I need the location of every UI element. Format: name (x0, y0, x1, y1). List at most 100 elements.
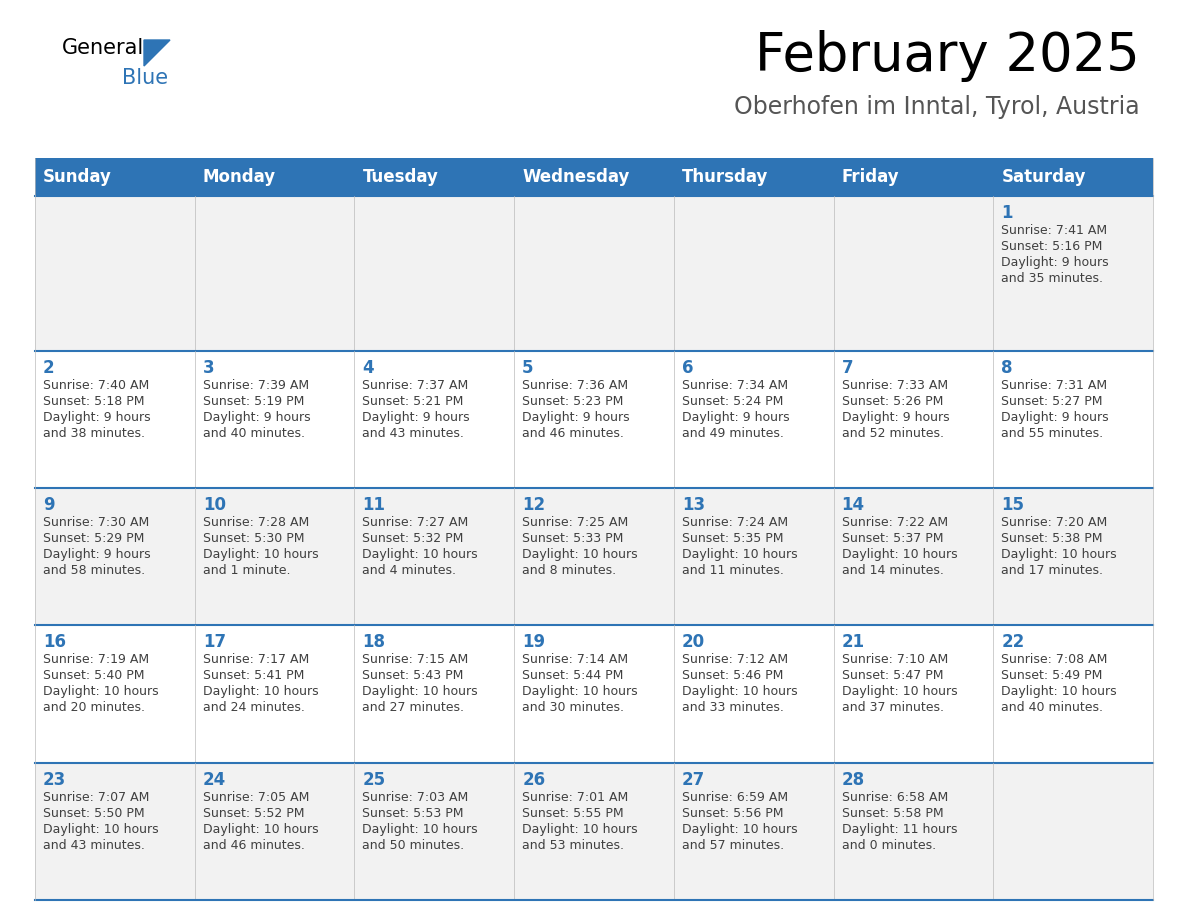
Text: Daylight: 10 hours: Daylight: 10 hours (682, 548, 797, 561)
Text: 10: 10 (203, 496, 226, 514)
Text: Sunset: 5:41 PM: Sunset: 5:41 PM (203, 669, 304, 682)
Bar (34, 488, 1154, 625)
Text: Daylight: 9 hours: Daylight: 9 hours (43, 411, 151, 424)
Text: Tuesday: Tuesday (362, 168, 438, 186)
Text: Sunrise: 7:17 AM: Sunrise: 7:17 AM (203, 654, 309, 666)
Text: 7: 7 (841, 359, 853, 377)
Text: Daylight: 10 hours: Daylight: 10 hours (682, 823, 797, 835)
Text: 19: 19 (523, 633, 545, 652)
Text: Sunset: 5:37 PM: Sunset: 5:37 PM (841, 532, 943, 545)
Text: Daylight: 10 hours: Daylight: 10 hours (841, 686, 958, 699)
Text: and 27 minutes.: and 27 minutes. (362, 701, 465, 714)
Text: Daylight: 10 hours: Daylight: 10 hours (523, 548, 638, 561)
Text: Sunset: 5:19 PM: Sunset: 5:19 PM (203, 395, 304, 408)
Text: Daylight: 9 hours: Daylight: 9 hours (203, 411, 310, 424)
Text: Sunset: 5:18 PM: Sunset: 5:18 PM (43, 395, 145, 408)
Text: Sunrise: 6:59 AM: Sunrise: 6:59 AM (682, 790, 788, 804)
Text: Monday: Monday (203, 168, 276, 186)
Text: 2: 2 (43, 359, 55, 377)
Text: Sunrise: 7:12 AM: Sunrise: 7:12 AM (682, 654, 788, 666)
Bar (993, 158, 1154, 196)
Text: 11: 11 (362, 496, 385, 514)
Text: Sunrise: 7:28 AM: Sunrise: 7:28 AM (203, 516, 309, 529)
Text: Sunrise: 7:10 AM: Sunrise: 7:10 AM (841, 654, 948, 666)
Text: Sunset: 5:23 PM: Sunset: 5:23 PM (523, 395, 624, 408)
Text: Sunrise: 7:37 AM: Sunrise: 7:37 AM (362, 379, 469, 392)
Text: Sunrise: 7:40 AM: Sunrise: 7:40 AM (43, 379, 150, 392)
Text: Sunrise: 7:14 AM: Sunrise: 7:14 AM (523, 654, 628, 666)
Text: Sunrise: 7:33 AM: Sunrise: 7:33 AM (841, 379, 948, 392)
Text: and 40 minutes.: and 40 minutes. (203, 427, 304, 440)
Text: and 1 minute.: and 1 minute. (203, 565, 290, 577)
Text: 17: 17 (203, 633, 226, 652)
Text: Daylight: 10 hours: Daylight: 10 hours (362, 823, 478, 835)
Bar (34, 158, 195, 196)
Text: Sunset: 5:33 PM: Sunset: 5:33 PM (523, 532, 624, 545)
Text: and 30 minutes.: and 30 minutes. (523, 701, 624, 714)
Text: 18: 18 (362, 633, 385, 652)
Text: Sunrise: 7:30 AM: Sunrise: 7:30 AM (43, 516, 150, 529)
Text: Sunset: 5:52 PM: Sunset: 5:52 PM (203, 807, 304, 820)
Bar (674, 158, 834, 196)
Text: Sunset: 5:58 PM: Sunset: 5:58 PM (841, 807, 943, 820)
Text: Daylight: 10 hours: Daylight: 10 hours (682, 686, 797, 699)
Text: Daylight: 10 hours: Daylight: 10 hours (203, 823, 318, 835)
Text: Daylight: 9 hours: Daylight: 9 hours (1001, 411, 1108, 424)
Text: Friday: Friday (841, 168, 899, 186)
Text: Sunday: Sunday (43, 168, 112, 186)
Text: and 4 minutes.: and 4 minutes. (362, 565, 456, 577)
Text: Oberhofen im Inntal, Tyrol, Austria: Oberhofen im Inntal, Tyrol, Austria (734, 95, 1140, 119)
Text: 4: 4 (362, 359, 374, 377)
Text: 14: 14 (841, 496, 865, 514)
Text: 9: 9 (43, 496, 55, 514)
Text: 28: 28 (841, 771, 865, 789)
Text: Sunrise: 7:27 AM: Sunrise: 7:27 AM (362, 516, 469, 529)
Text: Saturday: Saturday (1001, 168, 1086, 186)
Text: Sunrise: 7:41 AM: Sunrise: 7:41 AM (1001, 224, 1107, 237)
Text: Daylight: 10 hours: Daylight: 10 hours (1001, 548, 1117, 561)
Text: 27: 27 (682, 771, 706, 789)
Text: Sunrise: 7:20 AM: Sunrise: 7:20 AM (1001, 516, 1107, 529)
Text: and 46 minutes.: and 46 minutes. (523, 427, 624, 440)
Text: Sunrise: 7:05 AM: Sunrise: 7:05 AM (203, 790, 309, 804)
Text: and 35 minutes.: and 35 minutes. (1001, 272, 1104, 285)
Text: and 33 minutes.: and 33 minutes. (682, 701, 784, 714)
Text: Daylight: 9 hours: Daylight: 9 hours (523, 411, 630, 424)
Text: Sunset: 5:26 PM: Sunset: 5:26 PM (841, 395, 943, 408)
Text: Sunrise: 6:58 AM: Sunrise: 6:58 AM (841, 790, 948, 804)
Text: and 40 minutes.: and 40 minutes. (1001, 701, 1104, 714)
Text: Blue: Blue (122, 68, 169, 88)
Text: 12: 12 (523, 496, 545, 514)
Text: Sunset: 5:32 PM: Sunset: 5:32 PM (362, 532, 463, 545)
Text: Daylight: 9 hours: Daylight: 9 hours (1001, 256, 1108, 269)
Text: and 46 minutes.: and 46 minutes. (203, 839, 304, 852)
Text: and 58 minutes.: and 58 minutes. (43, 565, 145, 577)
Text: Daylight: 10 hours: Daylight: 10 hours (523, 686, 638, 699)
Bar (34, 196, 1154, 351)
Text: 1: 1 (1001, 204, 1013, 222)
Text: 15: 15 (1001, 496, 1024, 514)
Text: Daylight: 10 hours: Daylight: 10 hours (203, 548, 318, 561)
Bar (354, 158, 514, 196)
Polygon shape (144, 40, 170, 66)
Text: and 52 minutes.: and 52 minutes. (841, 427, 943, 440)
Text: Sunset: 5:55 PM: Sunset: 5:55 PM (523, 807, 624, 820)
Text: Sunset: 5:35 PM: Sunset: 5:35 PM (682, 532, 783, 545)
Text: Daylight: 10 hours: Daylight: 10 hours (362, 548, 478, 561)
Text: Sunset: 5:44 PM: Sunset: 5:44 PM (523, 669, 624, 682)
Text: Thursday: Thursday (682, 168, 769, 186)
Text: Sunrise: 7:24 AM: Sunrise: 7:24 AM (682, 516, 788, 529)
Text: Sunrise: 7:22 AM: Sunrise: 7:22 AM (841, 516, 948, 529)
Text: and 55 minutes.: and 55 minutes. (1001, 427, 1104, 440)
Text: Daylight: 10 hours: Daylight: 10 hours (841, 548, 958, 561)
Bar (514, 158, 674, 196)
Text: 25: 25 (362, 771, 386, 789)
Text: and 43 minutes.: and 43 minutes. (43, 839, 145, 852)
Text: Daylight: 9 hours: Daylight: 9 hours (682, 411, 790, 424)
Text: and 20 minutes.: and 20 minutes. (43, 701, 145, 714)
Text: and 14 minutes.: and 14 minutes. (841, 565, 943, 577)
Text: 21: 21 (841, 633, 865, 652)
Text: Sunrise: 7:07 AM: Sunrise: 7:07 AM (43, 790, 150, 804)
Bar (834, 158, 993, 196)
Text: 3: 3 (203, 359, 214, 377)
